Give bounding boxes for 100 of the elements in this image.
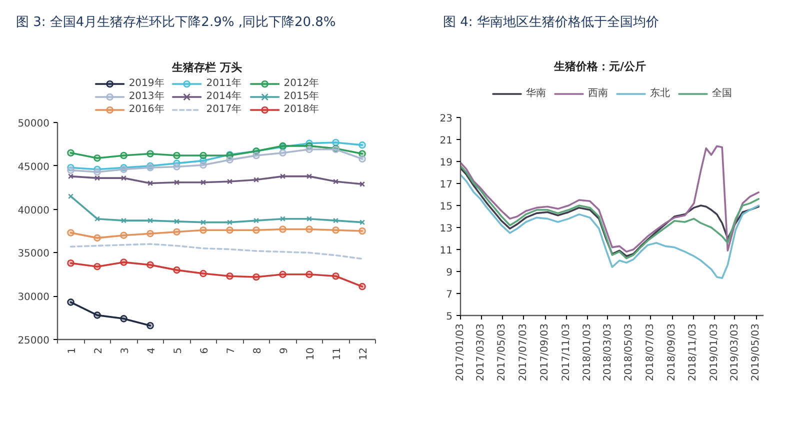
point xyxy=(332,138,340,146)
point xyxy=(279,226,286,233)
x-tick-label: 1 xyxy=(66,347,78,354)
x-tick-label: 12 xyxy=(358,347,370,360)
y-tick-label: 5 xyxy=(446,312,453,322)
point xyxy=(120,258,128,266)
point xyxy=(94,175,100,181)
point xyxy=(253,218,260,224)
x-tick-label: 2019/03/03 xyxy=(729,323,740,382)
legend-label: 2011年 xyxy=(206,77,242,90)
y-tick-label: 45000 xyxy=(18,162,50,173)
point xyxy=(174,218,180,224)
legend-label: 2016年 xyxy=(128,103,164,116)
legend-label: 全国 xyxy=(712,87,732,100)
x-tick-label: 4 xyxy=(146,347,158,354)
point xyxy=(173,228,180,236)
point xyxy=(332,226,340,234)
point xyxy=(173,163,180,170)
y-tick-label: 21 xyxy=(440,136,453,146)
point xyxy=(94,154,101,162)
x-tick-label: 10 xyxy=(305,347,316,360)
point xyxy=(120,315,128,322)
x-tick-label: 2018/01/03 xyxy=(582,323,593,382)
point xyxy=(173,266,180,274)
point xyxy=(94,234,101,242)
legend-label: 2018年 xyxy=(284,103,320,116)
y-tick-label: 40000 xyxy=(18,205,50,216)
point xyxy=(358,155,366,163)
y-tick-label: 30000 xyxy=(18,292,50,304)
point xyxy=(252,152,260,160)
y-tick-label: 19 xyxy=(440,158,453,168)
point xyxy=(358,227,366,235)
point xyxy=(253,177,260,183)
point xyxy=(306,174,312,180)
legend-label: 2015年 xyxy=(284,90,320,103)
x-tick-label: 2018/09/03 xyxy=(666,323,678,382)
point xyxy=(146,150,154,158)
y-tick-label: 11 xyxy=(440,246,453,256)
point xyxy=(94,262,101,270)
point xyxy=(252,273,260,281)
x-tick-label: 2017/09/03 xyxy=(540,323,551,382)
x-tick-label: 2017/07/03 xyxy=(518,323,529,382)
legend-label: 西南 xyxy=(588,87,608,100)
point xyxy=(146,261,154,268)
point xyxy=(306,270,313,278)
point xyxy=(147,218,154,224)
x-tick-label: 9 xyxy=(278,347,290,354)
x-tick-label: 7 xyxy=(226,347,237,354)
point xyxy=(200,152,207,160)
legend-label: 2013年 xyxy=(128,90,164,103)
x-tick-label: 2017/05/03 xyxy=(496,323,508,382)
x-tick-label: 2018/05/03 xyxy=(624,323,635,382)
point xyxy=(280,216,286,222)
chart-title: 图 4: 华南地区生猪价格低于全国均价 xyxy=(443,14,659,32)
y-tick-label: 13 xyxy=(440,224,453,234)
point xyxy=(173,152,180,160)
legend-label: 2017年 xyxy=(206,103,242,116)
point xyxy=(279,149,286,157)
x-tick-label: 2 xyxy=(93,347,104,354)
y-tick-label: 35000 xyxy=(18,248,50,260)
point xyxy=(94,312,101,319)
chart-subtitle: 生猪存栏 万头 xyxy=(172,60,242,76)
point xyxy=(67,298,74,306)
point xyxy=(252,226,260,234)
point xyxy=(332,218,339,224)
line-series xyxy=(70,243,364,260)
point xyxy=(226,220,233,226)
point xyxy=(120,175,127,181)
point xyxy=(306,146,313,154)
x-tick-label: 2019/01/03 xyxy=(708,323,720,382)
point xyxy=(200,270,207,278)
point xyxy=(226,156,234,164)
x-tick-label: 3 xyxy=(120,347,131,354)
legend-label: 2014年 xyxy=(206,90,242,103)
legend-label: 2019年 xyxy=(128,77,164,90)
point xyxy=(146,322,154,330)
y-tick-label: 25000 xyxy=(18,336,50,346)
chart-subtitle: 生猪价格：元/公斤 xyxy=(554,59,646,75)
point xyxy=(67,229,74,236)
x-tick-label: 2018/11/03 xyxy=(688,323,699,382)
point xyxy=(226,226,234,234)
point xyxy=(67,166,74,174)
legend-label: 2012年 xyxy=(284,77,320,90)
point xyxy=(120,232,128,239)
line-series xyxy=(460,145,760,253)
point xyxy=(306,216,312,222)
legend-label: 东北 xyxy=(650,87,670,100)
point xyxy=(200,161,207,169)
point xyxy=(306,226,313,233)
point xyxy=(200,220,206,226)
x-tick-label: 2017/11/03 xyxy=(560,323,572,382)
x-tick-label: 8 xyxy=(252,347,264,354)
point xyxy=(280,174,286,180)
point xyxy=(200,180,206,186)
chart-title: 图 3: 全国4月生猪存栏环比下降2.9% ,同比下降20.8% xyxy=(16,14,336,32)
point xyxy=(94,216,100,222)
point xyxy=(332,178,339,184)
y-tick-label: 7 xyxy=(446,290,453,300)
point xyxy=(146,230,154,238)
x-tick-label: 2017/03/03 xyxy=(476,323,487,382)
